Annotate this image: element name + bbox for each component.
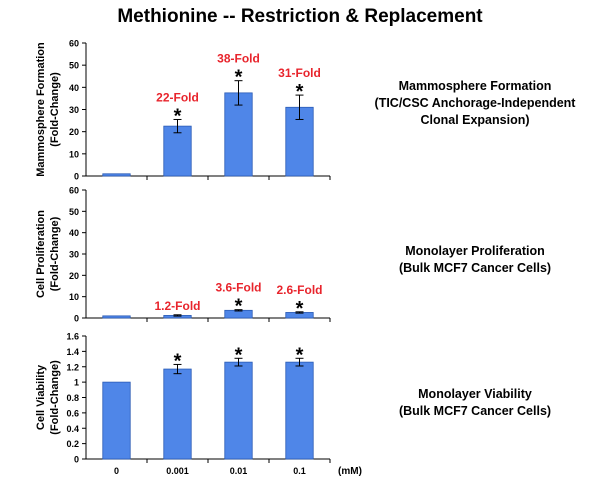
significance-star: * xyxy=(235,344,243,366)
significance-star: * xyxy=(235,67,243,89)
bar-0.01 xyxy=(224,361,253,460)
proliferation-panel-label: Monolayer Proliferation (Bulk MCF7 Cance… xyxy=(360,243,590,277)
y-tick-label: 0 xyxy=(74,455,79,465)
y-tick-label: 50 xyxy=(69,61,79,71)
bar-0 xyxy=(102,173,131,177)
bar-0.001 xyxy=(163,125,192,177)
y-tick-label: 40 xyxy=(69,83,79,93)
significance-star: * xyxy=(296,298,304,320)
fold-change-label: 1.2-Fold xyxy=(154,299,200,313)
y-tick-label: 60 xyxy=(69,39,79,49)
fold-change-label: 38-Fold xyxy=(217,52,260,66)
mammosphere-panel-label: Mammosphere Formation (TIC/CSC Anchorage… xyxy=(360,78,590,129)
y-tick-label: 1 xyxy=(74,378,79,388)
y-tick-label: 0.2 xyxy=(66,439,79,449)
proliferation-chart: 0 10 20 30 40 50 60 Cell Proliferation (Fold-Cha… xyxy=(35,186,331,324)
y-tick-label: 0.8 xyxy=(66,393,79,403)
x-tick-label: 0.01 xyxy=(230,466,248,476)
viability-chart: 0 0.2 0.4 0.6 0.8 1 1.2 1.4 1.6 Cell Viability (Fo… xyxy=(35,332,362,478)
y-tick-label: 50 xyxy=(69,207,79,217)
y-tick-label: 60 xyxy=(69,186,79,196)
x-tick-label: 0 xyxy=(114,466,119,476)
y-tick-label: 30 xyxy=(69,250,79,260)
significance-star: * xyxy=(296,344,304,366)
proliferation-label-line1: Monolayer Proliferation xyxy=(405,244,545,258)
fold-change-label: 31-Fold xyxy=(278,66,321,80)
y-tick-label: 0 xyxy=(74,314,79,324)
fold-change-label: 2.6-Fold xyxy=(276,283,322,297)
y-tick-label: 0 xyxy=(74,172,79,182)
fold-change-label: 22-Fold xyxy=(156,90,199,104)
y-axis-label-line2: (Fold-Change) xyxy=(49,72,61,147)
y-axis-label-line1: Cell Viability xyxy=(35,364,47,430)
y-tick-label: 10 xyxy=(69,149,79,159)
significance-star: * xyxy=(235,296,243,318)
y-tick-label: 20 xyxy=(69,271,79,281)
viability-label-line2: (Bulk MCF7 Cancer Cells) xyxy=(398,404,552,418)
mammosphere-chart: 0 10 20 30 40 50 60 Mammosphere Formation (Fold-… xyxy=(35,39,331,182)
y-tick-label: 40 xyxy=(69,228,79,238)
y-axis-label-line1: Mammosphere Formation xyxy=(35,42,47,177)
significance-star: * xyxy=(174,105,182,127)
y-tick-label: 20 xyxy=(69,127,79,137)
bar-0 xyxy=(102,381,131,460)
proliferation-label-line2: (Bulk MCF7 Cancer Cells) xyxy=(398,261,552,275)
significance-star: * xyxy=(296,81,304,103)
y-tick-label: 1.6 xyxy=(66,332,79,342)
fold-change-label: 3.6-Fold xyxy=(215,281,261,295)
x-tick-label: 0.1 xyxy=(293,466,306,476)
significance-star: * xyxy=(174,350,182,372)
bar-0.01 xyxy=(224,92,253,177)
figure-title: Methionine -- Restriction & Replacement xyxy=(117,6,483,27)
y-axis-label-line2: (Fold-Change) xyxy=(49,360,61,435)
bar-0.1 xyxy=(285,361,314,460)
mammosphere-label-line3: Clonal Expansion) xyxy=(420,113,530,127)
y-tick-label: 1.4 xyxy=(66,347,79,357)
x-unit-label: (mM) xyxy=(338,466,362,477)
y-tick-label: 0.6 xyxy=(66,408,79,418)
y-axis-label-line1: Cell Proliferation xyxy=(35,210,47,298)
y-tick-label: 30 xyxy=(69,105,79,115)
mammosphere-label-line2: (TIC/CSC Anchorage-Independent xyxy=(374,96,576,110)
y-tick-label: 0.4 xyxy=(66,424,79,434)
mammosphere-label-line1: Mammosphere Formation xyxy=(398,79,552,93)
x-tick-label: 0.001 xyxy=(166,466,189,476)
bar-0 xyxy=(102,315,131,319)
y-tick-label: 10 xyxy=(69,292,79,302)
bar-0.001 xyxy=(163,368,192,460)
y-axis-label-line2: (Fold-Change) xyxy=(49,216,61,291)
viability-label-line1: Monolayer Viability xyxy=(418,387,532,401)
y-tick-label: 1.2 xyxy=(66,362,79,372)
viability-panel-label: Monolayer Viability (Bulk MCF7 Cancer Ce… xyxy=(360,386,590,420)
